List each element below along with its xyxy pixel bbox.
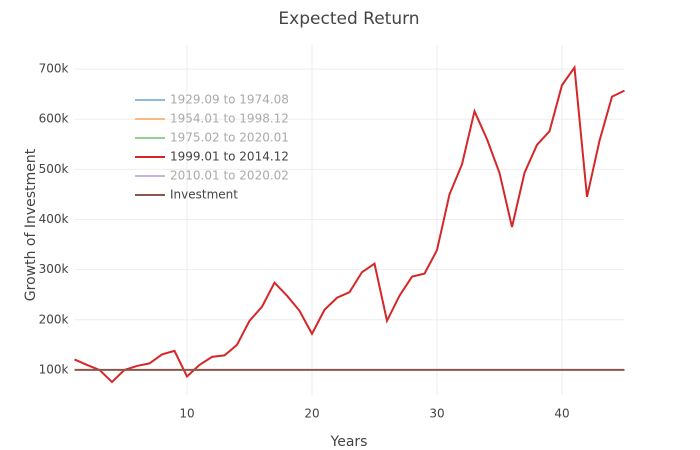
y-tick-label: 400k — [39, 212, 69, 226]
x-tick-label: 10 — [179, 407, 194, 421]
x-axis-title: Years — [330, 434, 368, 450]
legend-label: 1975.02 to 2020.01 — [170, 131, 289, 145]
x-tick-label: 30 — [429, 407, 444, 421]
legend-label: 2010.01 to 2020.02 — [170, 169, 289, 183]
y-tick-label: 700k — [39, 62, 69, 76]
chart-title: Expected Return — [278, 9, 419, 29]
y-tick-label: 300k — [39, 262, 69, 276]
legend-label: 1929.09 to 1974.08 — [170, 93, 289, 107]
legend-label: Investment — [170, 188, 238, 202]
x-tick-label: 20 — [304, 407, 319, 421]
series-line — [74, 64, 625, 384]
y-tick-label: 500k — [39, 162, 69, 176]
y-axis-title: Growth of Investment — [23, 148, 39, 301]
legend-label: 1999.01 to 2014.12 — [170, 150, 289, 164]
x-tick-label: 40 — [554, 407, 569, 421]
y-tick-label: 200k — [39, 312, 69, 326]
y-tick-label: 600k — [39, 112, 69, 126]
legend-label: 1954.01 to 1998.12 — [170, 112, 289, 126]
y-tick-label: 100k — [39, 362, 69, 376]
